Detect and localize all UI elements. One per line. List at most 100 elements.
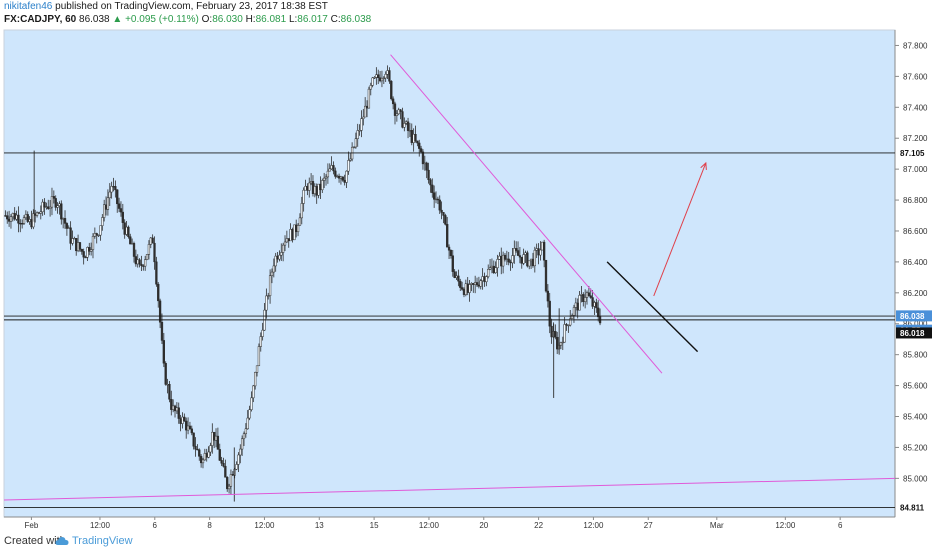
candle-body <box>185 420 188 431</box>
candle-body <box>479 280 482 287</box>
candle-body <box>62 218 65 220</box>
candle-body <box>84 256 87 259</box>
candle-body <box>101 217 104 226</box>
candle-body <box>99 225 102 236</box>
candle-body <box>475 282 479 286</box>
author-link[interactable]: nikitafen46 <box>4 1 53 12</box>
candle-body <box>192 432 195 447</box>
candle-body <box>391 98 395 105</box>
candle-body <box>239 448 242 456</box>
candle-body <box>470 283 473 285</box>
candle-body <box>343 179 346 183</box>
candle-body <box>30 219 33 228</box>
price-chart[interactable]: 85.000 85.200 85.400 85.600 85.800 86.000 86.2… <box>0 0 932 532</box>
candle-body <box>226 477 229 490</box>
candle-body <box>416 140 419 144</box>
candle-body <box>104 204 108 210</box>
chart-plot-area[interactable] <box>3 29 896 518</box>
x-tick-label: 6 <box>153 521 158 530</box>
candle-body <box>265 295 268 311</box>
time-axis-area[interactable] <box>4 517 895 531</box>
x-tick-label: Feb <box>25 521 39 530</box>
candle-body <box>291 229 294 241</box>
x-tick-label: 22 <box>534 521 543 530</box>
candle-body <box>112 186 115 188</box>
candle-body <box>516 250 520 256</box>
candle-body <box>490 265 494 268</box>
candle-body <box>129 236 132 245</box>
candle-body <box>507 258 510 263</box>
candle-body <box>474 282 477 285</box>
candle-body <box>26 214 29 222</box>
candle-body <box>168 384 171 400</box>
candle-body <box>377 74 380 79</box>
pink-trendline <box>390 54 663 374</box>
candle-body <box>144 259 147 267</box>
candle-body <box>134 256 138 265</box>
chart-header: nikitafen46 published on TradingView.com… <box>0 0 932 28</box>
price-axis-area[interactable] <box>895 30 932 517</box>
candle-body <box>589 295 592 298</box>
candle-body <box>198 449 201 457</box>
low-value: 86.017 <box>297 14 328 25</box>
candle-body <box>337 175 341 179</box>
y-tick-label: 85.800 <box>903 351 928 360</box>
publish-info: nikitafen46 published on TradingView.com… <box>4 1 328 13</box>
candle-body <box>492 265 495 274</box>
candle-body <box>9 216 13 222</box>
candle-body <box>281 244 285 253</box>
candle-body <box>522 254 525 264</box>
candle-body <box>88 247 91 252</box>
candle-body <box>584 297 587 302</box>
candle-body <box>116 189 119 205</box>
candle-body <box>250 397 253 410</box>
candle-body <box>578 295 581 311</box>
candle-body <box>481 276 484 281</box>
candle-body <box>313 186 316 194</box>
candle-body <box>222 463 225 467</box>
candle-body <box>35 212 39 216</box>
x-tick-label: 12:00 <box>419 521 440 530</box>
candle-body <box>300 203 303 219</box>
candle-body <box>576 302 579 311</box>
candle-body <box>142 265 145 267</box>
candle-body <box>289 229 292 242</box>
candle-body <box>330 165 333 170</box>
candle-body <box>65 223 69 229</box>
candle-body <box>537 248 540 256</box>
candle-body <box>352 146 356 149</box>
candle-body <box>455 275 458 278</box>
close-value: 86.038 <box>340 14 372 25</box>
pink-trendline <box>3 477 896 501</box>
candle-body <box>205 453 208 458</box>
y-tick-label: 85.600 <box>903 382 928 391</box>
candle-body <box>235 464 238 470</box>
candle-body <box>457 275 460 282</box>
candle-body <box>580 294 583 296</box>
candle-body <box>378 77 382 82</box>
candle-body <box>287 238 290 242</box>
candle-body <box>248 409 251 419</box>
drawings-group <box>3 54 896 509</box>
candle-body <box>388 70 391 82</box>
symbol-info: FX:CADJPY, 60 86.038 ▲ +0.095 (+0.11%) O… <box>4 14 371 26</box>
candle-body <box>518 255 522 258</box>
tradingview-brand[interactable]: TradingView <box>72 535 133 547</box>
candle-body <box>54 198 57 208</box>
candle-body <box>7 218 11 222</box>
candle-body <box>229 474 233 487</box>
candle-body <box>43 201 46 208</box>
candle-body <box>472 283 475 285</box>
candle-body <box>41 201 44 213</box>
y-tick-label: 87.400 <box>903 103 928 112</box>
candle-body <box>539 249 542 256</box>
candle-body <box>546 290 550 302</box>
candle-body <box>246 417 249 430</box>
candle-body <box>511 255 514 264</box>
candle-body <box>319 183 322 191</box>
candle-body <box>76 242 80 252</box>
candle-body <box>503 254 507 260</box>
candle-body <box>414 133 417 142</box>
candle-body <box>201 459 205 464</box>
candle-body <box>321 180 324 191</box>
